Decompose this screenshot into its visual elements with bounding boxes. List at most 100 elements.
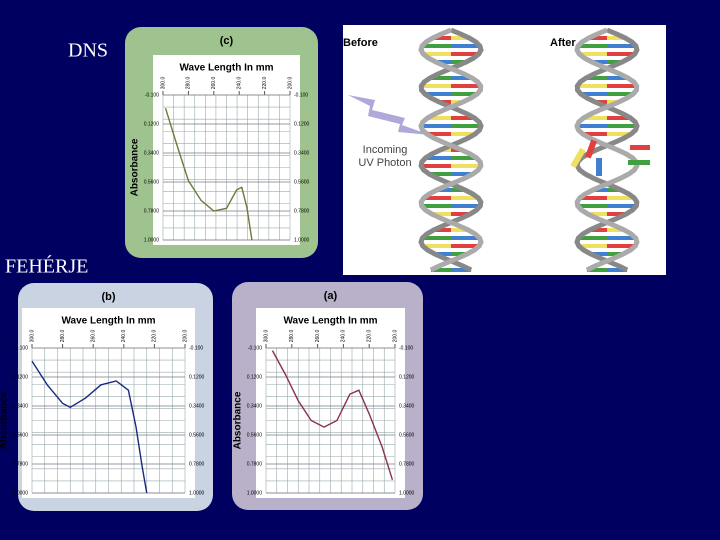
x-tick-label: 220.0 xyxy=(152,330,158,343)
x-tick-label: 300.0 xyxy=(160,77,166,90)
y-tick-label-right: 0.1200 xyxy=(189,374,205,380)
y-tick-label-right: 0.7800 xyxy=(294,208,310,214)
arrow-label: Incoming xyxy=(363,144,408,156)
base-pair xyxy=(607,124,637,128)
x-tick-label: 240.0 xyxy=(341,330,347,343)
base-pair xyxy=(421,84,451,88)
y-tick-label: 1.0000 xyxy=(13,490,29,496)
y-tick-label-right: 1.0000 xyxy=(399,490,415,496)
protein-label: FEHÉRJE xyxy=(5,255,88,278)
damaged-base xyxy=(585,139,597,159)
x-tick-label: 200.0 xyxy=(392,330,398,343)
y-tick-label: 0.1200 xyxy=(247,374,263,380)
base-pair xyxy=(433,228,451,232)
base-pair xyxy=(579,52,607,56)
y-tick-label-right: 0.7800 xyxy=(189,461,205,467)
x-tick-label: 200.0 xyxy=(182,330,188,343)
y-tick-label-right: -0.100 xyxy=(399,345,413,351)
absorbance-chart: (c) Wave Length In mm Absorbance 300.0 280.0… xyxy=(125,27,318,258)
x-tick-label: 240.0 xyxy=(237,77,243,90)
x-tick-label: 240.0 xyxy=(121,330,127,343)
base-pair xyxy=(587,212,607,216)
chart-title: (c) xyxy=(220,35,234,47)
base-pair xyxy=(451,164,481,168)
before-label: Before xyxy=(343,37,378,49)
base-pair xyxy=(607,92,634,96)
backbone xyxy=(574,27,640,273)
y-tick-label-right: 0.5600 xyxy=(294,179,310,185)
y-tick-label-right: 0.1200 xyxy=(399,374,415,380)
x-tick-label: 260.0 xyxy=(211,77,217,90)
y-axis-label: Absorbance xyxy=(130,138,141,196)
y-tick-label-right: 0.1200 xyxy=(294,121,310,127)
absorbance-chart: (a) Wave Length In mm Absorbance 300.0 280.0… xyxy=(232,282,423,510)
y-tick-label-right: 1.0000 xyxy=(189,490,205,496)
base-pair xyxy=(607,204,637,208)
base-pair xyxy=(451,268,472,272)
base-pair xyxy=(431,212,451,216)
uv-arrow xyxy=(348,95,430,135)
base-pair xyxy=(588,36,607,40)
damaged-base xyxy=(628,160,650,165)
base-pair xyxy=(429,172,451,176)
x-tick-label: 260.0 xyxy=(91,330,97,343)
y-tick-label: 0.1200 xyxy=(13,374,29,380)
base-pair xyxy=(451,116,475,120)
base-pair xyxy=(577,84,607,88)
base-pair xyxy=(607,268,628,272)
x-axis-label: Wave Length In mm xyxy=(179,63,273,74)
base-pair xyxy=(607,36,626,40)
base-pair xyxy=(451,76,472,80)
x-tick-label: 220.0 xyxy=(262,77,268,90)
base-pair xyxy=(577,124,607,128)
base-pair xyxy=(607,44,636,48)
x-tick-label: 300.0 xyxy=(263,330,269,343)
base-pair xyxy=(607,132,632,136)
base-pair xyxy=(426,132,451,136)
absorbance-curve xyxy=(271,350,394,481)
base-pair xyxy=(451,172,473,176)
base-pair xyxy=(578,236,607,240)
y-tick-label-right: 0.3400 xyxy=(189,403,205,409)
base-pair xyxy=(427,116,451,120)
base-pair xyxy=(451,212,471,216)
x-tick-label: 260.0 xyxy=(315,330,321,343)
y-tick-label: 1.0000 xyxy=(247,490,263,496)
base-pair xyxy=(422,236,451,240)
base-pair xyxy=(436,188,451,192)
base-pair xyxy=(586,268,607,272)
y-tick-label: 0.3400 xyxy=(247,403,263,409)
base-pair xyxy=(583,116,607,120)
helices xyxy=(418,27,650,273)
base-pair xyxy=(578,244,607,248)
base-pair xyxy=(451,84,481,88)
base-pair xyxy=(607,228,625,232)
y-tick-label: -0.100 xyxy=(248,345,262,351)
dna-diagram: Before After Incoming UV Photon xyxy=(343,25,666,275)
base-pair xyxy=(586,76,607,80)
y-tick-label-right: 0.7800 xyxy=(399,461,415,467)
dns-label: DNS xyxy=(68,40,108,62)
base-pair xyxy=(451,124,481,128)
damaged-base xyxy=(630,145,650,150)
base-pair xyxy=(578,44,607,48)
y-tick-label: 0.5600 xyxy=(13,432,29,438)
x-axis-label: Wave Length In mm xyxy=(283,316,377,327)
y-tick-label-right: 0.5600 xyxy=(399,432,415,438)
x-axis-label: Wave Length In mm xyxy=(61,316,155,327)
base-pair xyxy=(430,76,451,80)
base-pair xyxy=(451,156,477,160)
base-pair xyxy=(421,124,451,128)
y-tick-label: 0.7800 xyxy=(144,208,160,214)
base-pair xyxy=(607,236,636,240)
base-pair xyxy=(421,204,451,208)
y-tick-label-right: 1.0000 xyxy=(294,237,310,243)
base-pair xyxy=(422,244,451,248)
base-pair xyxy=(451,52,479,56)
base-pair xyxy=(607,212,627,216)
base-pair xyxy=(582,132,607,136)
backbone xyxy=(418,27,484,273)
base-pair xyxy=(579,196,607,200)
x-tick-label: 220.0 xyxy=(367,330,373,343)
